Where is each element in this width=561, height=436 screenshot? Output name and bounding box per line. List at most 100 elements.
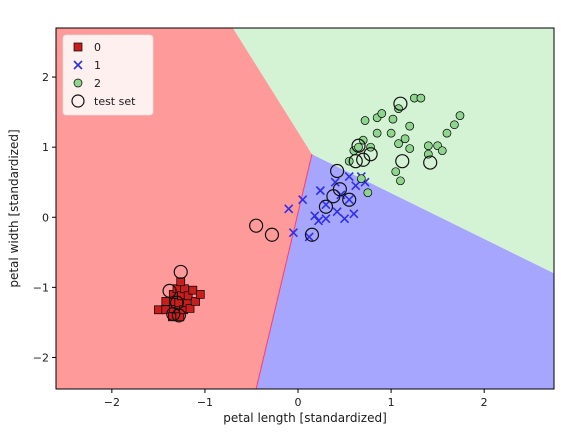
x-tick-label: −1 xyxy=(197,396,213,409)
point-class-1 xyxy=(288,228,298,238)
legend-label: test set xyxy=(94,95,136,108)
point-test-set xyxy=(249,218,264,233)
point-test-set xyxy=(363,147,378,162)
point-class-2 xyxy=(377,109,387,118)
point-class-2 xyxy=(455,111,465,120)
legend-entry-2: 2 xyxy=(73,77,101,90)
point-class-0 xyxy=(161,297,171,306)
point-class-1-stroke-b xyxy=(313,216,324,226)
point-class-1-stroke-b xyxy=(336,190,346,200)
point-class-1 xyxy=(330,177,340,187)
point-class-2 xyxy=(363,188,373,198)
y-tick-label: −1 xyxy=(33,281,49,294)
point-class-1-stroke-b xyxy=(344,195,354,205)
point-class-1-stroke-b xyxy=(360,177,370,187)
point-class-0 xyxy=(183,291,193,301)
legend-box xyxy=(62,34,154,116)
point-class-1-stroke-b xyxy=(330,177,340,187)
point-class-1-stroke-b xyxy=(310,211,320,221)
point-class-1-stroke-b xyxy=(298,195,308,205)
point-class-1-stroke-b xyxy=(304,232,314,242)
point-class-2 xyxy=(358,135,368,145)
x-tick-label: −2 xyxy=(104,396,120,409)
legend: 0 1 2 test set xyxy=(62,34,154,116)
point-test-set xyxy=(304,227,320,242)
point-class-0 xyxy=(195,290,205,299)
point-class-1-stroke-b xyxy=(288,228,298,238)
y-tick-label: 2 xyxy=(42,71,49,84)
series-class-2 xyxy=(344,93,465,198)
y-tick-label: 0 xyxy=(42,211,49,224)
point-class-1-stroke-b xyxy=(321,200,331,210)
y-axis-label: petal width [standardized] xyxy=(7,129,21,287)
x-tick-label: 0 xyxy=(295,396,302,409)
series-test-set xyxy=(162,96,438,323)
point-test-set xyxy=(169,295,185,310)
x-axis-label: petal length [standardized] xyxy=(223,411,387,425)
point-class-0 xyxy=(185,304,195,313)
point-class-1 xyxy=(349,209,359,219)
point-test-set xyxy=(162,283,177,298)
y-tick-label: 1 xyxy=(42,141,49,154)
point-class-1 xyxy=(310,211,320,221)
point-class-2 xyxy=(372,128,382,138)
point-test-set xyxy=(330,163,345,179)
point-class-2 xyxy=(391,167,401,177)
point-class-2 xyxy=(450,120,459,130)
legend-entry-0: 0 xyxy=(73,41,101,54)
point-class-1-stroke-b xyxy=(339,214,350,224)
point-class-1 xyxy=(351,181,361,191)
point-class-2 xyxy=(405,144,415,153)
point-class-2 xyxy=(360,116,370,125)
decision-regions xyxy=(56,28,554,390)
point-class-1 xyxy=(344,195,354,205)
point-class-1-stroke-b xyxy=(284,204,294,214)
x-tick-label: 2 xyxy=(481,396,488,409)
point-class-2 xyxy=(400,134,410,144)
point-class-1 xyxy=(339,214,350,224)
point-class-2 xyxy=(423,141,433,151)
point-test-set xyxy=(393,96,408,111)
point-class-2 xyxy=(437,146,447,156)
point-class-1 xyxy=(321,214,331,224)
legend-marker-stroke-b xyxy=(73,60,83,70)
point-class-2 xyxy=(354,142,363,152)
point-test-set xyxy=(395,154,410,169)
x-axis-ticks: −2 −1 0 1 2 xyxy=(104,389,488,409)
point-test-set xyxy=(351,138,366,153)
point-class-1 xyxy=(313,216,324,226)
point-class-1-stroke-b xyxy=(315,186,325,196)
point-test-set xyxy=(356,152,371,167)
legend-entry-test-set: test set xyxy=(71,94,136,108)
point-test-set xyxy=(423,155,438,170)
point-class-2 xyxy=(386,128,396,138)
point-test-set xyxy=(342,192,357,207)
point-test-set xyxy=(264,227,280,242)
legend-marker xyxy=(73,60,83,70)
point-class-1 xyxy=(284,204,294,214)
point-class-2 xyxy=(356,174,366,184)
point-class-1 xyxy=(344,172,354,182)
point-class-1-stroke-b xyxy=(344,172,354,182)
legend-marker xyxy=(73,42,83,52)
legend-entries: 0 1 2 test set xyxy=(71,41,136,108)
point-test-set xyxy=(348,154,363,169)
point-class-0 xyxy=(176,277,186,287)
legend-marker xyxy=(71,94,85,108)
point-test-set xyxy=(318,199,334,214)
data-points xyxy=(154,93,465,323)
point-class-1-stroke-b xyxy=(349,209,359,219)
point-test-set xyxy=(173,264,188,280)
legend-entry-1: 1 xyxy=(73,59,101,72)
legend-label: 0 xyxy=(94,41,101,54)
point-class-2 xyxy=(405,121,415,131)
point-class-2 xyxy=(394,139,403,149)
point-class-0 xyxy=(154,305,163,315)
decision-region-class-1 xyxy=(256,154,554,389)
point-test-set xyxy=(332,182,348,197)
decision-boundary xyxy=(255,154,313,390)
decision-region-class-2 xyxy=(232,28,554,274)
plot-frame xyxy=(55,27,555,390)
point-class-1-stroke-b xyxy=(321,214,331,224)
